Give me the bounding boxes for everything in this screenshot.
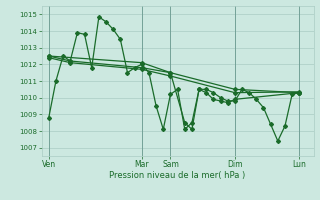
X-axis label: Pression niveau de la mer( hPa ): Pression niveau de la mer( hPa )	[109, 171, 246, 180]
